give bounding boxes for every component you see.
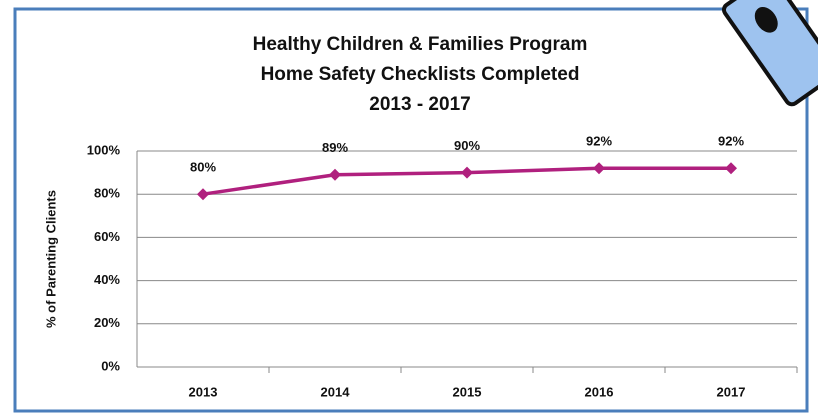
y-tick-label: 100% [87, 142, 121, 157]
chart-title: Healthy Children & Families Program [253, 34, 588, 55]
chart-title: Home Safety Checklists Completed [261, 64, 580, 85]
y-tick-label: 40% [94, 272, 120, 287]
data-label: 92% [718, 134, 744, 149]
data-label: 89% [322, 140, 348, 155]
page: {"chart_data": {"type": "line", "title":… [0, 0, 818, 418]
x-tick-label: 2016 [585, 384, 614, 399]
y-axis-title: % of Parenting Clients [43, 190, 58, 328]
y-tick-label: 20% [94, 315, 120, 330]
data-label: 92% [586, 134, 612, 149]
x-tick-label: 2017 [717, 384, 746, 399]
data-label: 80% [190, 160, 216, 175]
y-tick-label: 80% [94, 186, 120, 201]
chart: Healthy Children & Families Program Home… [0, 0, 818, 418]
x-tick-label: 2015 [453, 384, 482, 399]
y-tick-label: 60% [94, 229, 120, 244]
data-label: 90% [454, 138, 480, 153]
x-tick-label: 2014 [321, 384, 351, 399]
x-tick-label: 2013 [189, 384, 218, 399]
y-tick-label: 0% [101, 358, 120, 373]
chart-title: 2013 - 2017 [369, 94, 470, 115]
